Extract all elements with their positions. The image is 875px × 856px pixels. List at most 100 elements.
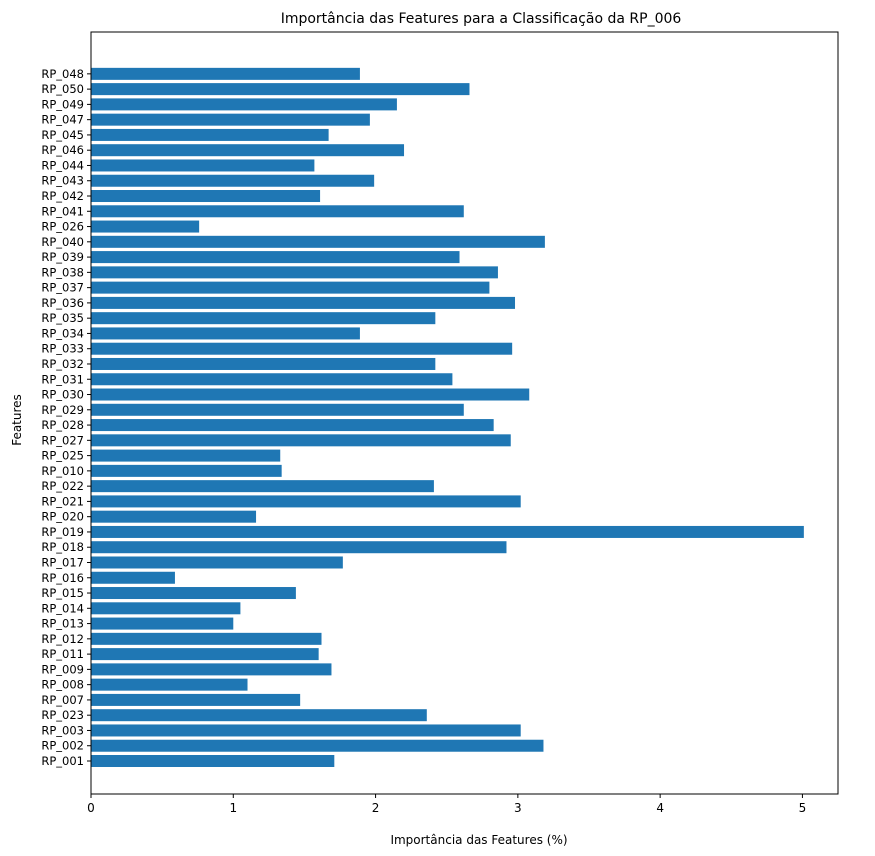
x-tick-label: 4: [656, 801, 664, 815]
bar-rp-016: [91, 571, 175, 584]
y-tick-label: RP_027: [41, 433, 84, 447]
y-tick-label: RP_008: [41, 678, 84, 692]
y-tick-label: RP_030: [41, 388, 84, 402]
bar-rp-026: [91, 220, 200, 233]
bar-rp-018: [91, 541, 507, 554]
y-tick-label: RP_009: [41, 662, 84, 676]
x-tick-label: 5: [799, 801, 807, 815]
bar-rp-049: [91, 98, 397, 111]
y-tick-label: RP_031: [41, 372, 84, 386]
bar-rp-048: [91, 67, 360, 80]
bar-rp-007: [91, 693, 301, 706]
bar-rp-041: [91, 205, 464, 218]
y-tick-label: RP_011: [41, 647, 84, 661]
bar-rp-027: [91, 434, 511, 447]
y-tick-label: RP_003: [41, 723, 84, 737]
y-tick-label: RP_022: [41, 479, 84, 493]
bar-rp-002: [91, 739, 544, 752]
bar-rp-012: [91, 632, 322, 645]
y-tick-label: RP_017: [41, 555, 84, 569]
bar-rp-022: [91, 480, 434, 493]
y-tick-label: RP_044: [41, 158, 84, 172]
bar-rp-032: [91, 357, 436, 370]
bar-rp-025: [91, 449, 281, 462]
bar-rp-021: [91, 495, 521, 508]
bar-rp-011: [91, 648, 319, 661]
bar-rp-029: [91, 403, 464, 416]
y-tick-label: RP_045: [41, 128, 84, 142]
y-tick-label: RP_041: [41, 204, 84, 218]
y-tick-label: RP_014: [41, 601, 84, 615]
bar-rp-015: [91, 587, 296, 600]
bar-rp-034: [91, 327, 360, 340]
chart-title: Importância das Features para a Classifi…: [281, 11, 682, 27]
bar-rp-028: [91, 419, 494, 432]
y-tick-label: RP_019: [41, 525, 84, 539]
bar-rp-008: [91, 678, 248, 691]
y-tick-label: RP_049: [41, 97, 84, 111]
bar-rp-047: [91, 113, 370, 126]
y-tick-label: RP_010: [41, 464, 84, 478]
x-tick-label: 2: [372, 801, 380, 815]
y-tick-label: RP_007: [41, 693, 84, 707]
plot-frame: [90, 31, 839, 795]
bar-rp-013: [91, 617, 234, 630]
y-tick-label: RP_002: [41, 739, 84, 753]
x-axis-label: Importância das Features (%): [390, 833, 567, 847]
bar-rp-043: [91, 174, 375, 187]
y-tick-label: RP_036: [41, 296, 84, 310]
y-tick-label: RP_033: [41, 342, 84, 356]
bar-rp-050: [91, 83, 470, 96]
y-tick-label: RP_029: [41, 403, 84, 417]
y-tick-label: RP_018: [41, 540, 84, 554]
y-tick-label: RP_050: [41, 82, 84, 96]
y-tick-label: RP_020: [41, 510, 84, 524]
bar-rp-042: [91, 190, 321, 203]
bar-rp-001: [91, 755, 335, 767]
y-tick-label: RP_016: [41, 571, 84, 585]
bar-rp-019: [91, 525, 804, 538]
y-tick-label: RP_034: [41, 326, 84, 340]
bar-rp-003: [91, 724, 521, 737]
y-tick-label: RP_043: [41, 174, 84, 188]
bar-rp-030: [91, 388, 530, 401]
y-tick-label: RP_048: [41, 67, 84, 81]
y-tick-label: RP_001: [41, 754, 84, 768]
bar-rp-040: [91, 235, 545, 248]
bar-rp-033: [91, 342, 513, 355]
bars-group: [91, 67, 804, 767]
bar-rp-046: [91, 144, 405, 157]
y-tick-label: RP_026: [41, 220, 84, 234]
bar-rp-020: [91, 510, 257, 523]
y-tick-label: RP_046: [41, 143, 84, 157]
y-tick-label: RP_021: [41, 494, 84, 508]
y-tick-label: RP_032: [41, 357, 84, 371]
y-tick-label: RP_028: [41, 418, 84, 432]
bar-rp-038: [91, 266, 498, 279]
y-tick-label: RP_025: [41, 449, 84, 463]
bar-rp-031: [91, 373, 453, 386]
bar-rp-036: [91, 296, 516, 309]
x-tick-label: 3: [514, 801, 522, 815]
bar-rp-045: [91, 128, 329, 141]
x-tick-label: 1: [229, 801, 237, 815]
y-tick-label: RP_040: [41, 235, 84, 249]
bar-rp-010: [91, 464, 282, 477]
y-tick-label: RP_047: [41, 113, 84, 127]
y-tick-label: RP_035: [41, 311, 84, 325]
bar-rp-023: [91, 709, 427, 722]
y-tick-label: RP_037: [41, 281, 84, 295]
y-tick-label: RP_015: [41, 586, 84, 600]
bar-rp-044: [91, 159, 315, 172]
bar-rp-037: [91, 281, 490, 294]
bar-rp-039: [91, 251, 460, 264]
y-tick-label: RP_012: [41, 632, 84, 646]
bar-rp-035: [91, 312, 436, 325]
bar-rp-017: [91, 556, 343, 569]
y-tick-label: RP_023: [41, 708, 84, 722]
y-axis-label: Features: [10, 394, 24, 446]
y-tick-label: RP_013: [41, 617, 84, 631]
y-tick-label: RP_038: [41, 265, 84, 279]
